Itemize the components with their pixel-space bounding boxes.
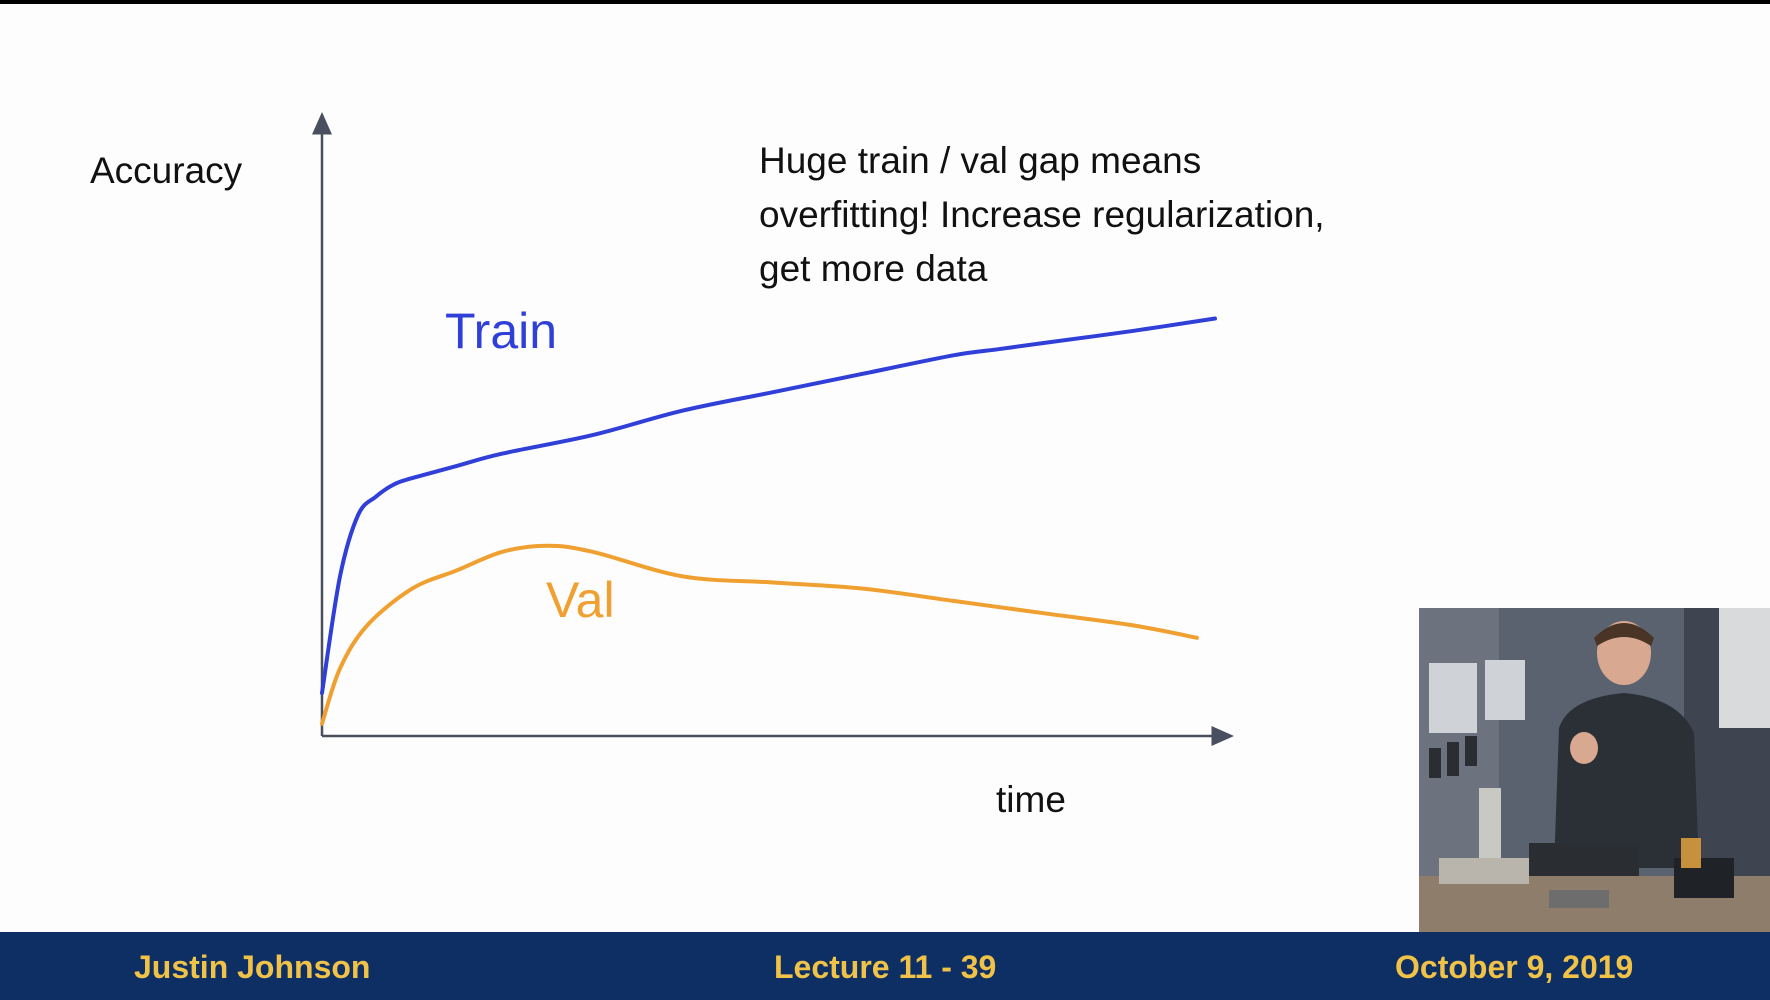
series-line-train xyxy=(320,316,1217,695)
series-group xyxy=(320,316,1217,726)
footer-lecture-number: Lecture 11 - 39 xyxy=(774,949,997,985)
accuracy-chart xyxy=(312,112,1234,746)
footer-author: Justin Johnson xyxy=(134,949,371,985)
series-label-val: Val xyxy=(546,572,615,628)
presenter-video xyxy=(1419,608,1770,932)
annotation-line-2: overfitting! Increase regularization, xyxy=(759,194,1325,235)
annotation-line-1: Huge train / val gap means xyxy=(759,140,1202,181)
series-line-val xyxy=(320,543,1199,726)
annotation: Huge train / val gap means overfitting! … xyxy=(759,134,1325,296)
series-label-train: Train xyxy=(445,303,558,359)
slide: Accuracy time Huge train / val gap means… xyxy=(0,4,1770,932)
y-axis-label: Accuracy xyxy=(90,150,243,191)
footer-date: October 9, 2019 xyxy=(1395,949,1634,985)
presenter-video-icon xyxy=(1419,608,1770,932)
footer-bar: Justin Johnson Lecture 11 - 39 October 9… xyxy=(0,932,1770,1000)
x-axis-label: time xyxy=(996,779,1066,820)
annotation-line-3: get more data xyxy=(759,248,988,289)
